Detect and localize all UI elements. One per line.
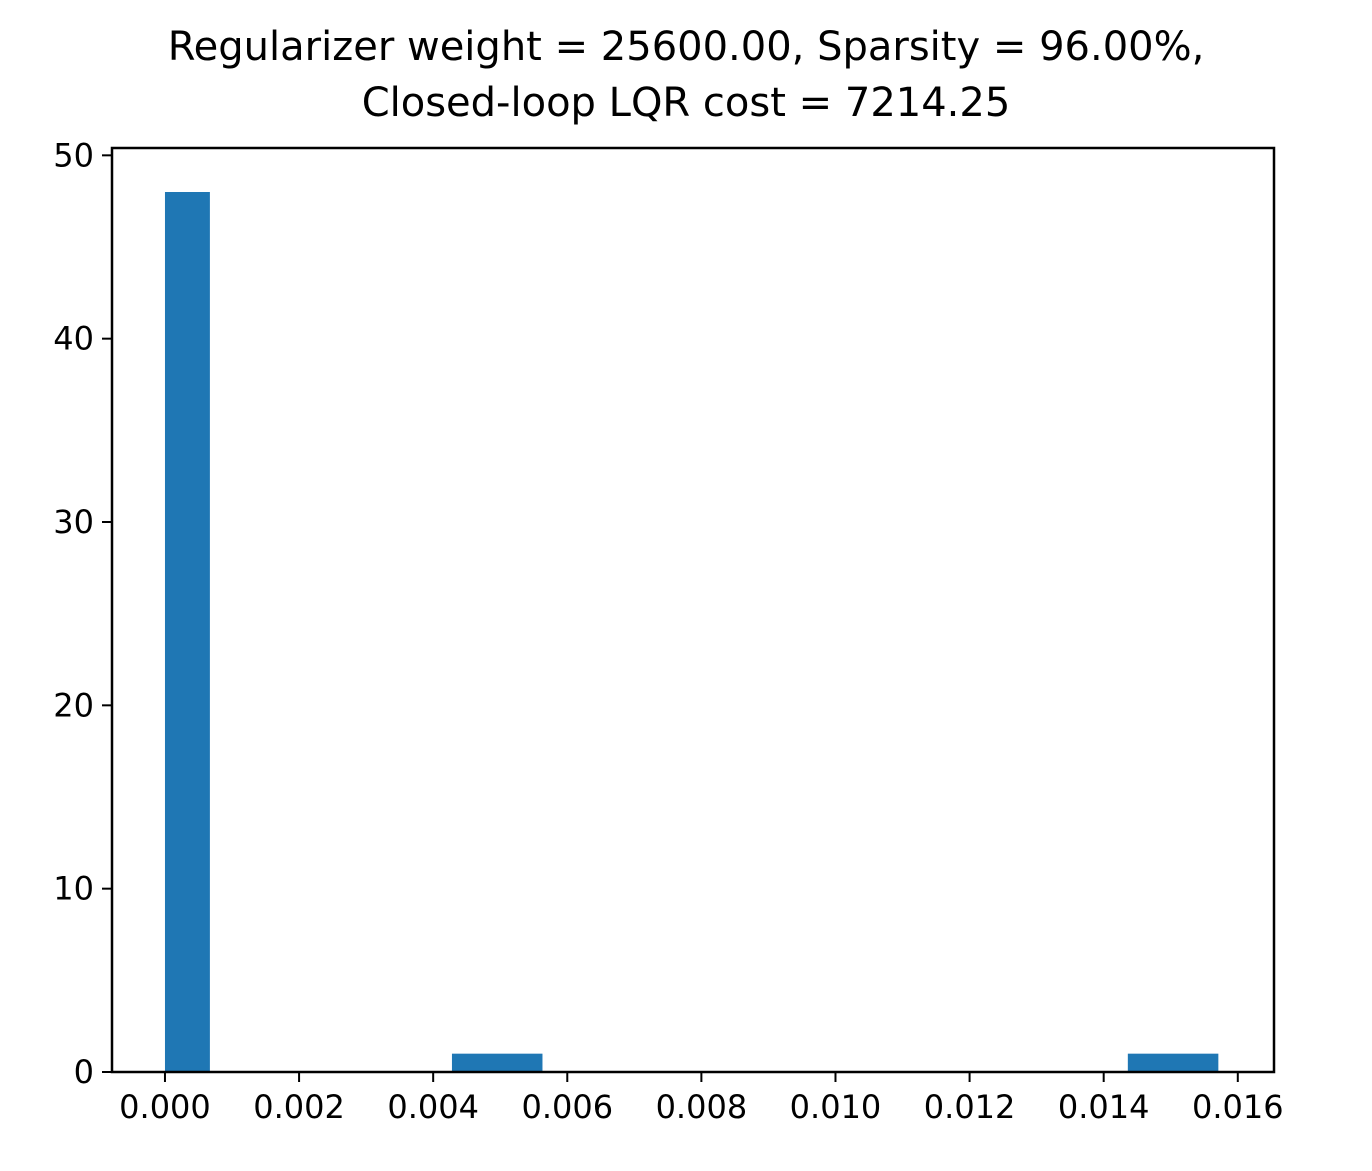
y-tick-label: 30: [53, 503, 94, 541]
chart-subtitle: Closed-loop LQR cost = 7214.25: [361, 80, 1011, 126]
y-axis: 0 10 20 30 40 50: [53, 136, 112, 1091]
x-tick-label: 0.012: [924, 1088, 1016, 1126]
chart-title: Regularizer weight = 25600.00, Sparsity …: [167, 24, 1205, 70]
y-tick-label: 40: [53, 320, 94, 358]
x-tick-label: 0.006: [521, 1088, 613, 1126]
y-tick-label: 0: [74, 1053, 94, 1091]
histogram-bar-2: [1127, 1053, 1219, 1072]
bars-layer: [164, 192, 1219, 1072]
x-tick-label: 0.008: [656, 1088, 748, 1126]
x-tick-label: 0.002: [253, 1088, 345, 1126]
histogram-bar-0: [164, 192, 210, 1072]
x-tick-label: 0.016: [1192, 1088, 1284, 1126]
x-axis: 0.000 0.002 0.004 0.006 0.008 0.010 0.012 0.014…: [119, 1072, 1284, 1126]
x-tick-label: 0.004: [387, 1088, 479, 1126]
x-tick-label: 0.014: [1058, 1088, 1150, 1126]
axes-frame: [110, 146, 1276, 1074]
x-tick-label: 0.010: [790, 1088, 882, 1126]
histogram-bar-1: [451, 1053, 543, 1072]
y-tick-label: 20: [53, 686, 94, 724]
x-tick-label: 0.000: [119, 1088, 211, 1126]
y-tick-label: 50: [53, 136, 94, 174]
y-tick-label: 10: [53, 870, 94, 908]
